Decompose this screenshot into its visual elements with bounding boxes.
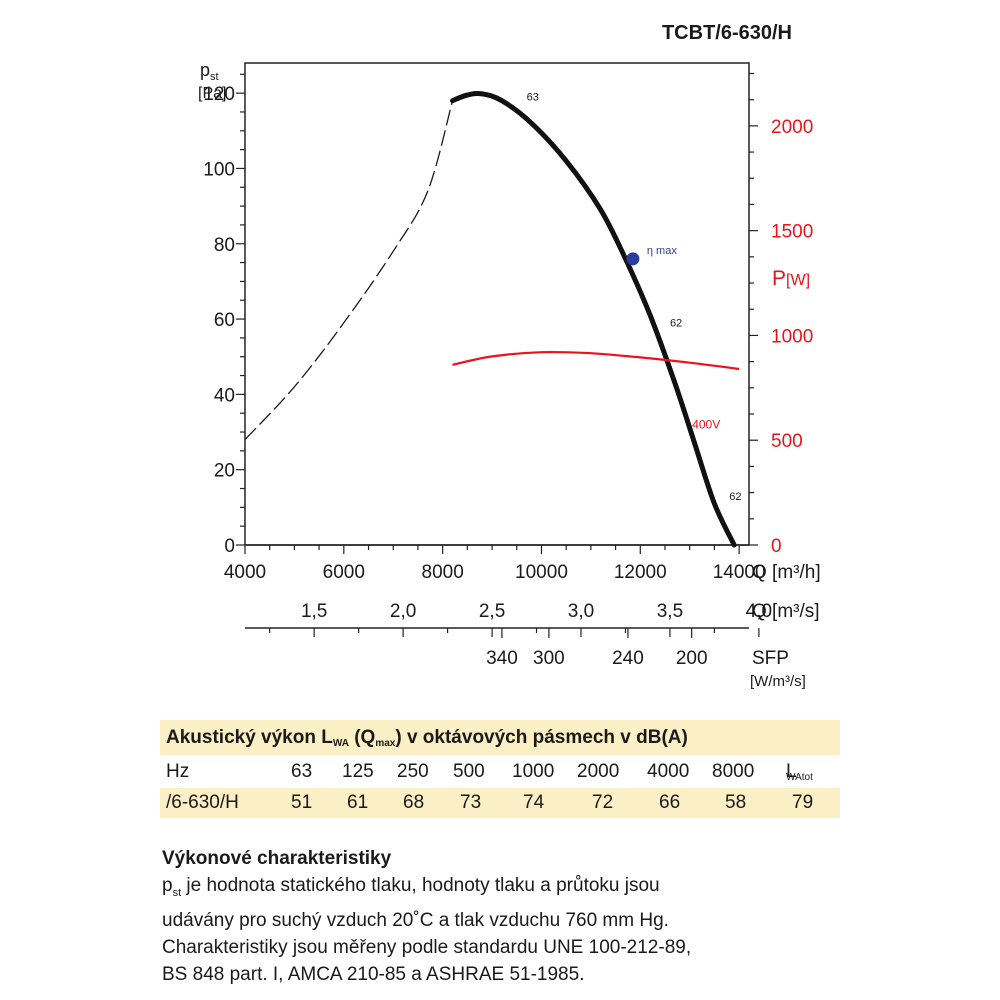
freq-cell: 125 xyxy=(342,761,374,782)
description-line: BS 848 part. I, AMCA 210-85 a ASHRAE 51-… xyxy=(162,963,585,985)
model-cell: /6-630/H xyxy=(166,792,239,813)
freq-cell: 250 xyxy=(397,761,429,782)
y-left-tick-label: 120 xyxy=(203,84,235,105)
description-heading: Výkonové charakteristiky xyxy=(162,848,392,869)
y-left-tick-label: 60 xyxy=(214,310,235,331)
x-axis-sfp: 340 300 240 200 xyxy=(486,628,708,669)
value-cell: 74 xyxy=(523,792,545,813)
x-sec-tick-label: 4,0 xyxy=(746,601,772,622)
y-left-axis: 0 20 40 60 80 100 120 xyxy=(203,73,245,557)
sfp-tick-label: 240 xyxy=(612,648,644,669)
sfp-unit: [W/m³/s] xyxy=(750,673,806,690)
y-left-tick-label: 100 xyxy=(203,159,235,180)
freq-cell: 1000 xyxy=(512,761,555,782)
chart-title: TCBT/6-630/H xyxy=(662,22,792,44)
x-tick-label: 4000 xyxy=(224,562,266,583)
description-line: Charakteristiky jsou měřeny podle standa… xyxy=(162,936,692,958)
description-line: pst je hodnota statického tlaku, hodnoty… xyxy=(162,875,660,899)
hz-header: Hz xyxy=(166,761,190,782)
value-cell: 61 xyxy=(347,792,369,813)
x-sec-tick-label: 3,0 xyxy=(568,601,594,622)
y-right-tick-label: 1000 xyxy=(771,326,813,347)
y-right-tick-label: 500 xyxy=(771,431,803,452)
curve-label: 63 xyxy=(527,92,539,104)
freq-cell: 8000 xyxy=(712,761,755,782)
x-tick-label: 12000 xyxy=(614,562,667,583)
value-cell: 68 xyxy=(403,792,425,813)
fan-performance-chart: TCBT/6-630/H pst [Pa] P[W] 0 20 40 60 80 100 1… xyxy=(198,22,821,690)
value-cell: 66 xyxy=(659,792,681,813)
sfp-tick-label: 340 xyxy=(486,648,518,669)
x-sec-tick-label: 2,0 xyxy=(390,601,416,622)
x-tick-label: 6000 xyxy=(323,562,365,583)
eta-max-label: η max xyxy=(647,245,677,257)
lwatot-header: L WAtot xyxy=(786,761,813,783)
eta-max-marker xyxy=(626,252,640,266)
x-axis-m3s: 1,5 2,0 2,5 3,0 3,5 4,0 xyxy=(269,601,772,637)
x-tick-label: 14000 xyxy=(713,562,766,583)
value-cell: 79 xyxy=(792,792,814,813)
y-right-tick-label: 1500 xyxy=(771,222,813,243)
curve-labels: 63 62 62 400V xyxy=(527,92,742,503)
x-tick-label: 10000 xyxy=(515,562,568,583)
series-power-line xyxy=(452,350,740,371)
freq-cell: 63 xyxy=(291,761,313,782)
x-sec-tick-label: 3,5 xyxy=(657,601,683,622)
y-left-tick-label: 40 xyxy=(214,385,235,406)
eta-max-marker-group: η max xyxy=(626,245,677,266)
value-cell: 58 xyxy=(725,792,747,813)
y-left-label: pst xyxy=(200,60,219,83)
y-right-tick-label: 2000 xyxy=(771,117,813,138)
curve-label: 62 xyxy=(670,318,682,330)
acoustic-table-title: Akustický výkon LWA (Qmax) v oktávových … xyxy=(160,720,840,755)
freq-cell: 500 xyxy=(453,761,485,782)
value-cell: 72 xyxy=(592,792,614,813)
sfp-tick-label: 300 xyxy=(533,648,565,669)
curve-label: 400V xyxy=(692,417,720,431)
x-sec-tick-label: 1,5 xyxy=(301,601,327,622)
x-axis-m3h: 4000 6000 8000 10000 12000 14000 xyxy=(224,545,766,583)
series-layer xyxy=(244,90,740,548)
curve-label: 62 xyxy=(729,491,741,503)
freq-cell: 4000 xyxy=(647,761,690,782)
y-left-tick-label: 20 xyxy=(214,461,235,482)
y-right-label: P[W] xyxy=(772,267,810,290)
x-sec-tick-label: 2,5 xyxy=(479,601,505,622)
x-secondary-label: Q [m³/s] xyxy=(752,601,820,622)
value-cell: 51 xyxy=(291,792,313,813)
series-pressure-line xyxy=(450,90,737,548)
description-line: udávány pro suchý vzduch 20˚C a tlak vzd… xyxy=(162,909,669,931)
description: Výkonové charakteristiky pst je hodnota … xyxy=(162,845,862,988)
freq-cell: 2000 xyxy=(577,761,620,782)
y-left-tick-label: 80 xyxy=(214,235,235,256)
y-left-unit: [Pa] xyxy=(198,85,226,102)
value-cell: 73 xyxy=(460,792,482,813)
y-right-axis: 0 500 1000 1500 2000 xyxy=(749,72,813,557)
series-dashed-line xyxy=(244,100,454,441)
sfp-tick-label: 200 xyxy=(676,648,708,669)
acoustic-table-value-row: /6-630/H 51 61 68 73 74 72 66 58 79 xyxy=(160,788,840,818)
y-right-tick-label: 0 xyxy=(771,536,782,557)
x-main-label: Q [m³/h] xyxy=(752,562,821,583)
sfp-label: SFP xyxy=(752,648,789,669)
x-tick-label: 8000 xyxy=(422,562,464,583)
y-left-tick-label: 0 xyxy=(224,536,235,557)
plot-frame xyxy=(244,62,750,546)
